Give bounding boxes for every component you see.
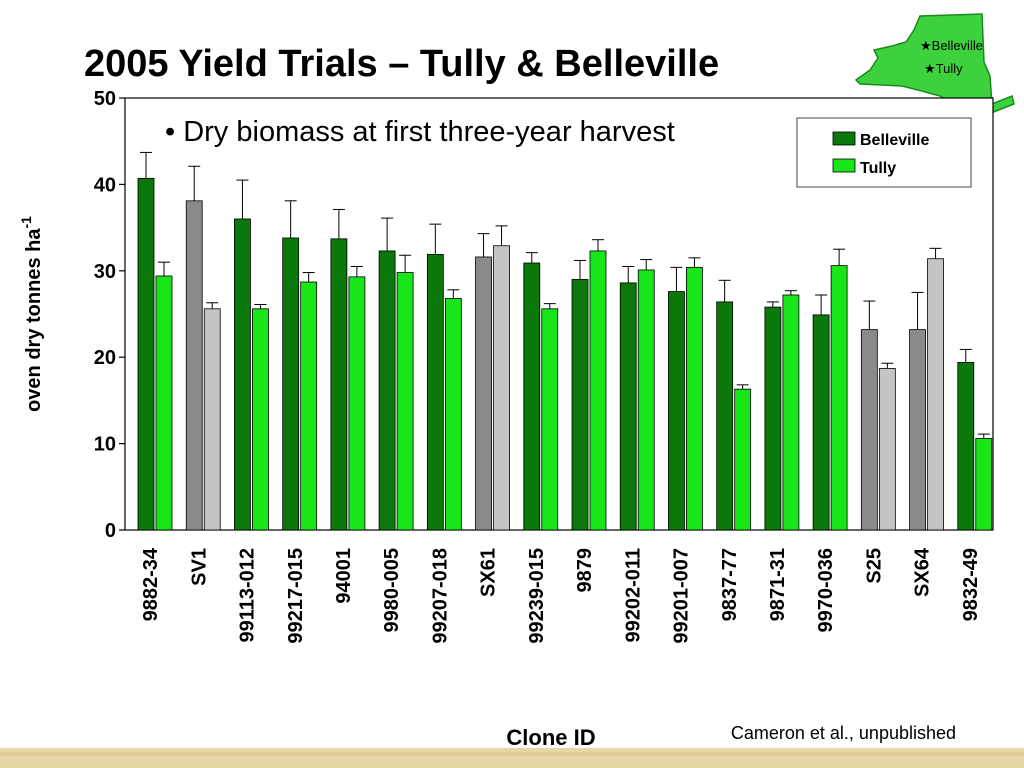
bar-belleville-9970-036	[812, 314, 830, 531]
bar-tully-99113-012	[252, 308, 269, 531]
x-tick-label-99217-015: 99217-015	[285, 548, 307, 644]
x-tick-label-SX61: SX61	[478, 548, 500, 597]
bar-belleville-SX64	[909, 329, 926, 531]
x-tick-label-99239-015: 99239-015	[526, 548, 548, 644]
x-tick-label-99207-018: 99207-018	[429, 548, 451, 644]
x-axis-title: Clone ID	[506, 725, 595, 750]
legend: Belleville Tully	[796, 117, 972, 188]
bar-belleville-94001	[330, 238, 348, 531]
map-label-tully: ★Tully	[924, 61, 963, 76]
x-tick-label-SX64: SX64	[912, 547, 934, 597]
y-tick-label-40: 40	[94, 174, 116, 196]
x-tick-label-9832-49: 9832-49	[960, 548, 982, 621]
x-tick-label-9980-005: 9980-005	[381, 548, 403, 633]
bar-tully-9879	[589, 250, 607, 531]
bar-tully-9882-34	[155, 275, 173, 531]
bar-belleville-SV1	[185, 200, 203, 531]
bar-tully-SX64	[927, 258, 944, 531]
y-axis-title: oven dry tonnes ha-1	[18, 216, 45, 412]
x-tick-label-9837-77: 9837-77	[719, 548, 741, 621]
x-tick-label-S25: S25	[863, 548, 885, 584]
bar-belleville-99217-015	[282, 237, 300, 531]
y-axis: 0 10 20 30 40 50	[94, 88, 125, 542]
bar-tully-99202-011	[637, 269, 655, 531]
decorative-footer-strip	[0, 748, 1024, 768]
y-tick-label-10: 10	[94, 434, 116, 456]
bar-tully-SX61	[493, 245, 510, 531]
bar-belleville-9871-31	[764, 306, 782, 531]
bar-tully-99207-018	[444, 298, 462, 531]
bar-tully-9837-77	[734, 388, 752, 531]
bar-tully-9970-036	[830, 265, 848, 531]
x-tick-label-9871-31: 9871-31	[767, 548, 789, 621]
new-york-state-map-icon: ★Belleville ★Tully	[854, 13, 1015, 126]
bar-belleville-S25	[860, 329, 878, 531]
y-axis-title-superscript: -1	[18, 216, 34, 229]
bar-tully-94001	[348, 276, 366, 531]
bar-belleville-SX61	[475, 256, 492, 531]
bar-belleville-99202-011	[619, 282, 637, 531]
bar-tully-99217-015	[300, 281, 318, 531]
bar-belleville-9980-005	[378, 250, 396, 531]
citation: Cameron et al., unpublished	[731, 723, 956, 743]
legend-swatch-tully	[832, 158, 856, 173]
bar-tully-99239-015	[541, 308, 559, 531]
bar-tully-9832-49	[975, 438, 993, 531]
bar-tully-9980-005	[396, 272, 414, 531]
bar-belleville-9879	[571, 279, 589, 531]
x-tick-label-9970-036: 9970-036	[815, 548, 837, 633]
x-tick-label-99201-007: 99201-007	[671, 548, 693, 644]
bullet-text: • Dry biomass at first three-year harves…	[165, 116, 675, 148]
bar-tully-9871-31	[782, 294, 800, 531]
bar-belleville-99201-007	[668, 291, 685, 531]
x-tick-label-99202-011: 99202-011	[622, 548, 644, 643]
bar-tully-SV1	[203, 308, 221, 531]
y-tick-label-50: 50	[94, 88, 116, 110]
x-tick-label-94001: 94001	[333, 548, 355, 604]
bar-belleville-9832-49	[957, 361, 975, 531]
bar-belleville-9837-77	[716, 301, 734, 531]
decorative-footer-texture	[0, 752, 1024, 756]
bar-belleville-9882-34	[137, 177, 155, 531]
legend-box	[796, 117, 972, 188]
slide-title: 2005 Yield Trials – Tully & Belleville	[84, 43, 719, 85]
legend-swatch-belleville	[832, 131, 856, 146]
x-tick-label-9879: 9879	[574, 548, 596, 593]
legend-label-tully: Tully	[860, 160, 896, 177]
y-axis-title-main: oven dry tonnes ha	[23, 228, 45, 412]
y-tick-label-0: 0	[105, 520, 116, 542]
bar-tully-99201-007	[686, 266, 703, 531]
bar-tully-S25	[878, 368, 896, 531]
y-tick-label-20: 20	[94, 347, 116, 369]
y-tick-label-30: 30	[94, 261, 116, 283]
bar-belleville-99207-018	[426, 253, 444, 531]
x-tick-label-99113-012: 99113-012	[237, 548, 259, 643]
bar-belleville-99113-012	[234, 218, 251, 531]
x-tick-label-9882-34: 9882-34	[140, 547, 162, 621]
x-axis-labels: 9882-34 SV1 99113-012 99217-015 94001 9980-00…	[140, 547, 982, 644]
map-label-belleville: ★Belleville	[920, 38, 983, 53]
bars-layer	[137, 151, 993, 531]
x-tick-label-SV1: SV1	[188, 548, 210, 586]
bar-belleville-99239-015	[523, 262, 541, 531]
legend-label-belleville: Belleville	[860, 132, 929, 149]
